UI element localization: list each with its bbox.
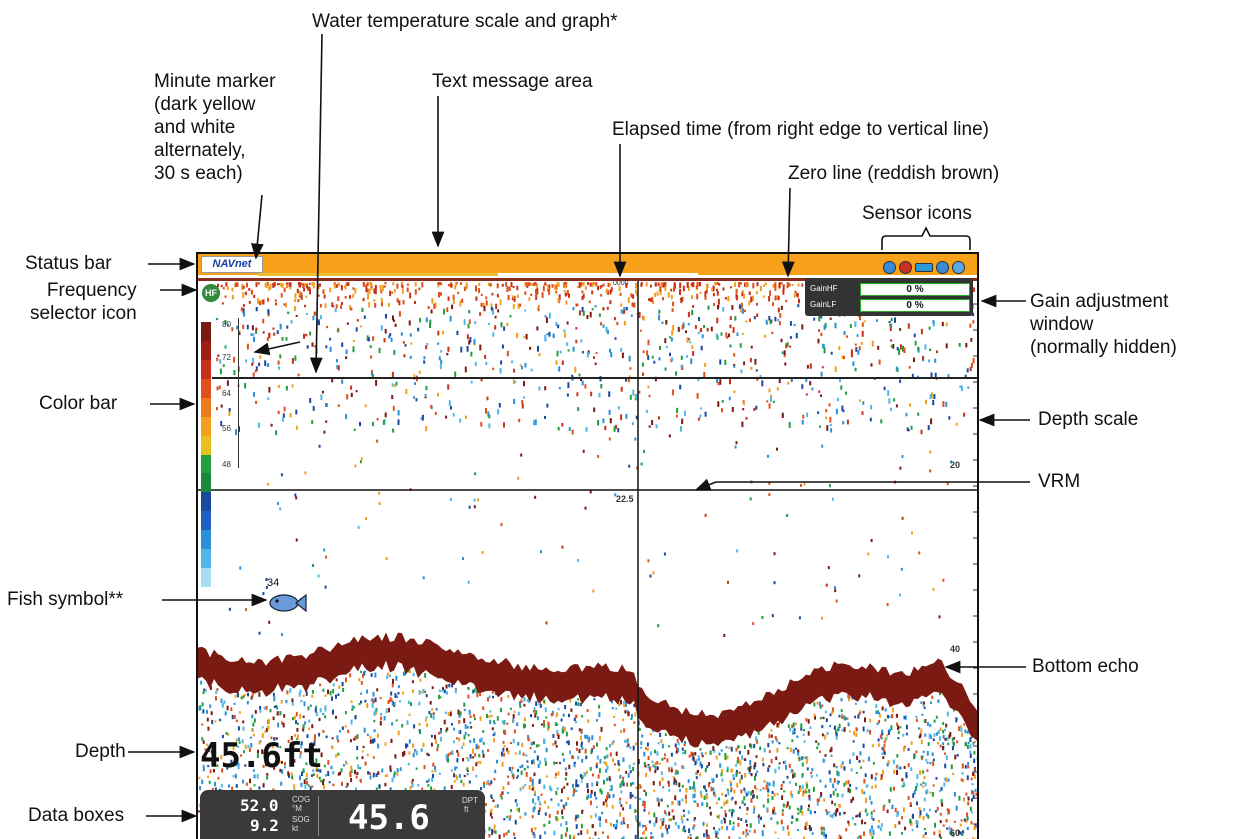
sensor-icons-bracket: [882, 228, 970, 250]
arrow-vrm-diag: [696, 482, 716, 490]
arrow-minute-marker: [256, 195, 262, 258]
arrow-minute-marker-2: [255, 342, 300, 352]
arrow-water-temp: [316, 34, 322, 372]
arrow-zero-line: [788, 188, 790, 276]
